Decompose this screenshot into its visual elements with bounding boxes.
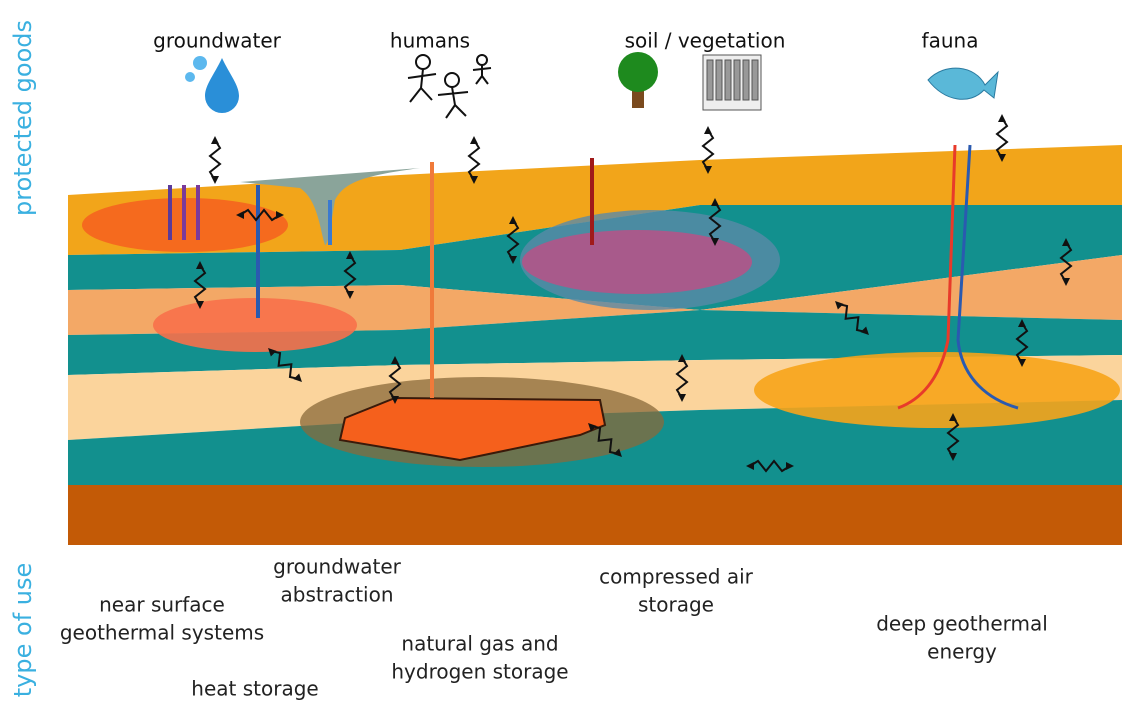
interaction-arrow bbox=[268, 348, 302, 382]
interaction-arrow bbox=[835, 301, 869, 335]
interaction-arrow bbox=[236, 208, 284, 222]
squiggle bbox=[675, 357, 689, 399]
squiggle bbox=[388, 359, 402, 401]
interaction-arrow bbox=[388, 356, 402, 404]
interaction-arrow bbox=[588, 423, 622, 457]
squiggle bbox=[837, 302, 867, 334]
squiggle bbox=[193, 264, 207, 306]
squiggle bbox=[467, 139, 481, 181]
geology bbox=[68, 114, 1122, 545]
interaction-arrow bbox=[343, 251, 357, 299]
use-label: storage bbox=[638, 593, 714, 617]
protected-good: groundwater bbox=[153, 29, 282, 53]
caes-zone bbox=[522, 230, 752, 294]
squiggle bbox=[239, 208, 281, 222]
uses: near surface geothermal systems groundwate… bbox=[60, 555, 1048, 701]
interaction-arrow bbox=[467, 136, 481, 184]
humans-icon bbox=[407, 54, 492, 119]
squiggle bbox=[506, 219, 520, 261]
gas-reservoir bbox=[338, 396, 607, 462]
heat-zone bbox=[153, 298, 357, 352]
layer bbox=[68, 485, 1122, 545]
squiggle bbox=[1015, 322, 1029, 364]
squiggle bbox=[208, 139, 222, 181]
use-label: natural gas and bbox=[401, 632, 558, 656]
interaction-arrow bbox=[708, 198, 722, 246]
interaction-arrow bbox=[701, 126, 715, 174]
squiggle bbox=[749, 459, 791, 473]
squiggle bbox=[946, 416, 960, 458]
interaction-arrow bbox=[995, 114, 1009, 162]
interaction-arrow bbox=[946, 413, 960, 461]
interaction-arrow bbox=[208, 136, 222, 184]
squiggle bbox=[1059, 241, 1073, 283]
protected-good: humans bbox=[390, 29, 470, 53]
use-label: deep geothermal bbox=[876, 612, 1048, 636]
interaction-arrow bbox=[1015, 319, 1029, 367]
axis-label: protected goods bbox=[9, 20, 37, 216]
well bbox=[897, 144, 957, 410]
squiggle bbox=[343, 254, 357, 296]
interaction-arrow bbox=[746, 459, 794, 473]
well bbox=[956, 144, 1019, 410]
use-label: energy bbox=[927, 640, 997, 664]
layer bbox=[68, 310, 1122, 375]
crop-icon bbox=[702, 54, 762, 111]
protected-good: fauna bbox=[922, 29, 979, 53]
use-label: groundwater bbox=[273, 555, 402, 579]
use-label: compressed air bbox=[599, 565, 754, 589]
fish-icon bbox=[927, 67, 999, 100]
water-drop-icon bbox=[185, 56, 239, 113]
arrowhead bbox=[835, 301, 869, 335]
use-label: near surface bbox=[99, 593, 225, 617]
interaction-arrow bbox=[193, 261, 207, 309]
arrowhead bbox=[268, 348, 302, 382]
use-label: abstraction bbox=[281, 583, 394, 607]
use-label: heat storage bbox=[191, 677, 318, 701]
arrowhead bbox=[588, 423, 622, 457]
squiggle bbox=[701, 129, 715, 171]
squiggle bbox=[708, 201, 722, 243]
use-label: hydrogen storage bbox=[391, 660, 568, 684]
protected-good: soil / vegetation bbox=[625, 29, 786, 53]
interaction-arrow bbox=[1059, 238, 1073, 286]
tree-icon bbox=[618, 52, 658, 108]
squiggle bbox=[270, 349, 300, 381]
interaction-arrow bbox=[675, 354, 689, 402]
axis-label: type of use bbox=[9, 563, 37, 697]
interaction-arrow bbox=[506, 216, 520, 264]
squiggle bbox=[995, 117, 1009, 159]
use-label: geothermal systems bbox=[60, 621, 264, 645]
squiggle bbox=[590, 424, 620, 456]
geothermal-zone bbox=[754, 352, 1120, 428]
